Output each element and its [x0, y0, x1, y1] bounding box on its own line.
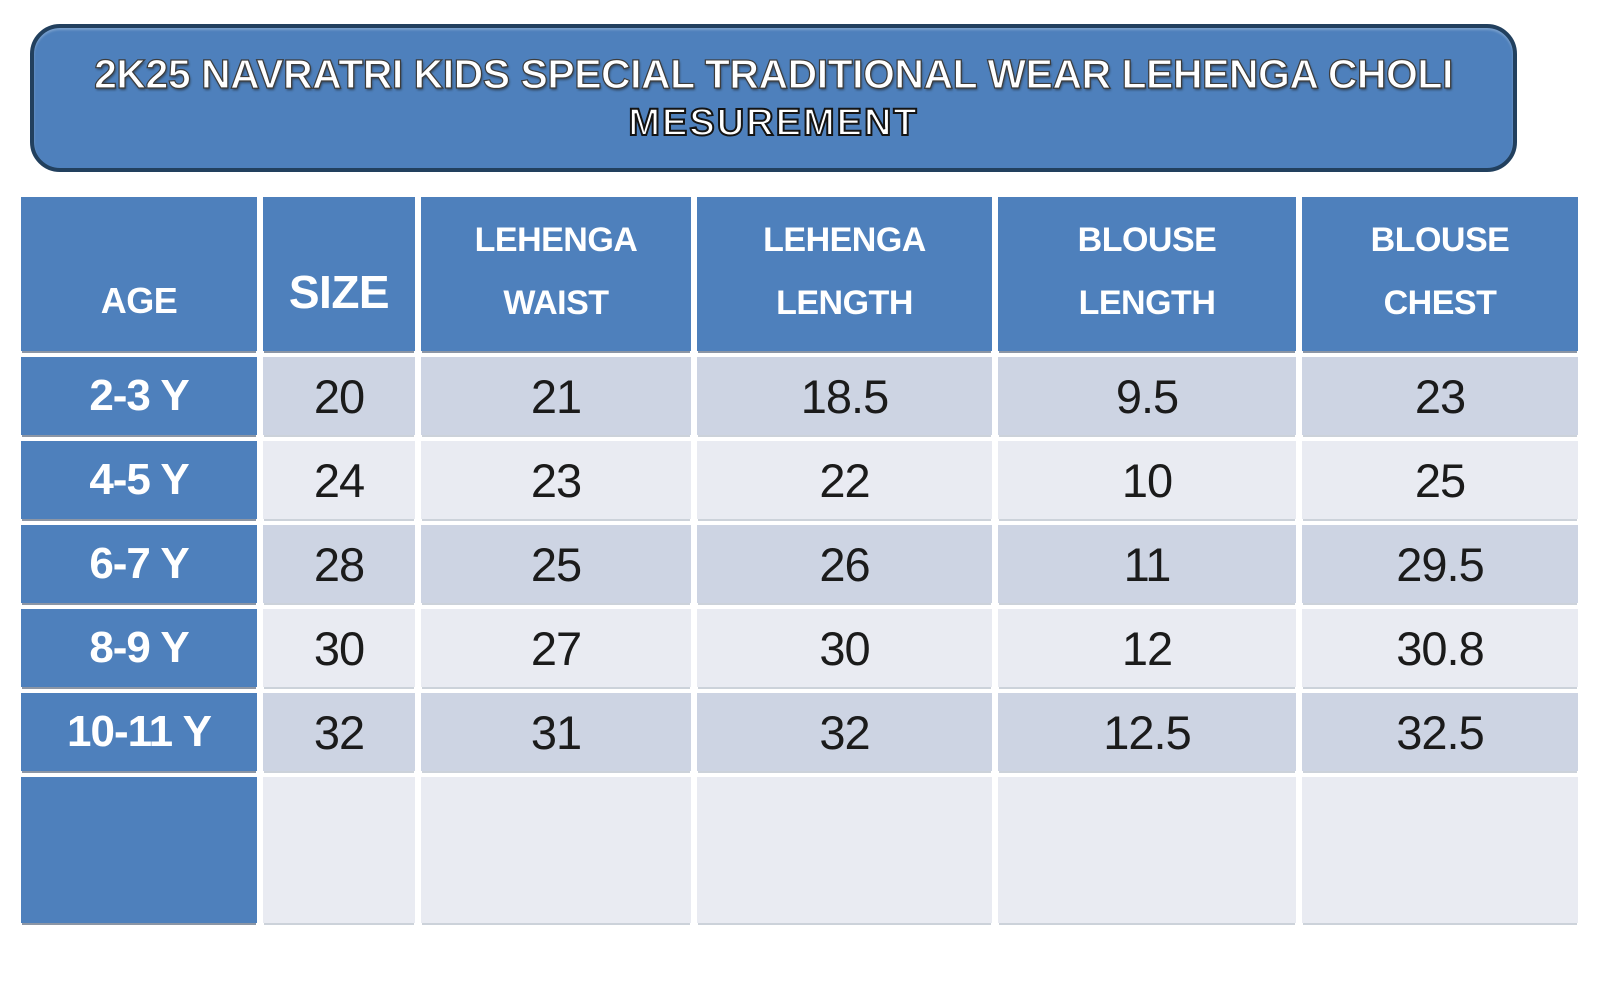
blouse-chest-cell: 25: [1302, 441, 1578, 519]
size-cell: 32: [263, 693, 415, 771]
header-label-line1: LEHENGA: [474, 221, 638, 260]
banner-subtitle: MESUREMENT: [627, 101, 919, 145]
table-row-2-3y: 2-3 Y 20 21 18.5 9.5 23: [21, 357, 1578, 435]
blouse-chest-cell: 32.5: [1302, 693, 1578, 771]
header-row: AGE SIZE LEHENGA WAIST LEHENGA LENGTH BL…: [21, 197, 1578, 351]
size-cell: 24: [263, 441, 415, 519]
lehenga-length-cell: 32: [697, 693, 992, 771]
title-banner: 2K25 NAVRATRI KIDS SPECIAL TRADITIONAL W…: [30, 24, 1517, 172]
header-cell-lehenga-waist: LEHENGA WAIST: [421, 197, 691, 351]
table-row-4-5y: 4-5 Y 24 23 22 10 25: [21, 441, 1578, 519]
lehenga-waist-cell: 27: [421, 609, 691, 687]
header-label-line2: LENGTH: [776, 284, 913, 323]
blouse-chest-cell: [1302, 777, 1578, 923]
header-label-line2: CHEST: [1383, 284, 1497, 323]
size-cell: 30: [263, 609, 415, 687]
table-row-6-7y: 6-7 Y 28 25 26 11 29.5: [21, 525, 1578, 603]
blouse-chest-cell: 23: [1302, 357, 1578, 435]
table-row-10-11y: 10-11 Y 32 31 32 12.5 32.5: [21, 693, 1578, 771]
age-cell: 8-9 Y: [21, 609, 257, 687]
banner-title: 2K25 NAVRATRI KIDS SPECIAL TRADITIONAL W…: [94, 50, 1454, 97]
lehenga-waist-cell: 25: [421, 525, 691, 603]
header-label-line1: BLOUSE: [1077, 221, 1217, 260]
blouse-length-cell: [998, 777, 1296, 923]
header-cell-blouse-chest: BLOUSE CHEST: [1302, 197, 1578, 351]
table-row-empty: [21, 777, 1578, 923]
blouse-chest-cell: 30.8: [1302, 609, 1578, 687]
age-cell: 6-7 Y: [21, 525, 257, 603]
lehenga-length-cell: 22: [697, 441, 992, 519]
age-cell: 2-3 Y: [21, 357, 257, 435]
header-cell-lehenga-length: LEHENGA LENGTH: [697, 197, 992, 351]
blouse-length-cell: 10: [998, 441, 1296, 519]
header-cell-blouse-length: BLOUSE LENGTH: [998, 197, 1296, 351]
header-label-line2: WAIST: [503, 284, 609, 323]
header-label-line1: BLOUSE: [1370, 221, 1510, 260]
header-label: AGE: [100, 280, 178, 322]
header-cell-size: SIZE: [263, 197, 415, 351]
lehenga-length-cell: 30: [697, 609, 992, 687]
age-cell: 10-11 Y: [21, 693, 257, 771]
lehenga-waist-cell: 31: [421, 693, 691, 771]
blouse-length-cell: 9.5: [998, 357, 1296, 435]
lehenga-length-cell: 18.5: [697, 357, 992, 435]
lehenga-waist-cell: 23: [421, 441, 691, 519]
size-chart-table: AGE SIZE LEHENGA WAIST LEHENGA LENGTH BL…: [15, 191, 1584, 929]
lehenga-waist-cell: [421, 777, 691, 923]
header-label: SIZE: [288, 265, 390, 318]
lehenga-length-cell: 26: [697, 525, 992, 603]
blouse-length-cell: 12.5: [998, 693, 1296, 771]
blouse-length-cell: 11: [998, 525, 1296, 603]
lehenga-length-cell: [697, 777, 992, 923]
header-label-line1: LEHENGA: [763, 221, 926, 260]
age-cell: 4-5 Y: [21, 441, 257, 519]
blouse-length-cell: 12: [998, 609, 1296, 687]
size-cell: [263, 777, 415, 923]
size-cell: 20: [263, 357, 415, 435]
lehenga-waist-cell: 21: [421, 357, 691, 435]
header-label-line2: LENGTH: [1078, 284, 1216, 323]
table-row-8-9y: 8-9 Y 30 27 30 12 30.8: [21, 609, 1578, 687]
blouse-chest-cell: 29.5: [1302, 525, 1578, 603]
age-cell: [21, 777, 257, 923]
size-cell: 28: [263, 525, 415, 603]
header-cell-age: AGE: [21, 197, 257, 351]
